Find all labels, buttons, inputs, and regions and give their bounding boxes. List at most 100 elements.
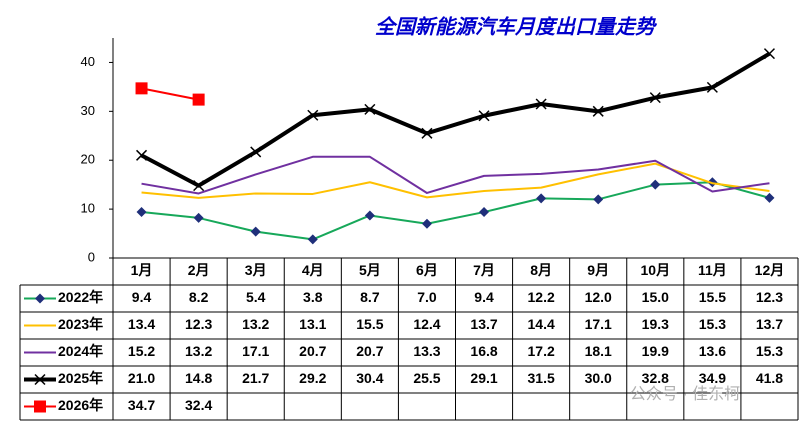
x-tick-label: 6月	[416, 262, 438, 278]
table-value: 12.0	[585, 289, 612, 305]
y-tick-label: 0	[88, 249, 95, 264]
table-value: 12.2	[528, 289, 555, 305]
point-marker	[479, 207, 490, 218]
table-value: 9.4	[132, 289, 152, 305]
x-tick-label: 12月	[755, 262, 785, 278]
table-value: 5.4	[246, 289, 266, 305]
table-value: 17.1	[242, 343, 269, 359]
point-marker	[136, 207, 147, 218]
point-marker	[250, 226, 261, 237]
table-value: 12.4	[413, 316, 440, 332]
point-marker	[192, 93, 205, 106]
table-value: 21.7	[242, 370, 269, 386]
x-tick-label: 10月	[641, 262, 671, 278]
table-value: 30.4	[356, 370, 383, 386]
legend-marker	[34, 373, 46, 386]
point-marker	[649, 92, 661, 104]
watermark: 公众号 · 佳东柯	[630, 385, 740, 403]
x-tick-label: 11月	[698, 262, 727, 278]
point-marker	[706, 81, 718, 93]
point-marker	[763, 48, 775, 60]
point-marker	[364, 103, 376, 115]
table-value: 13.6	[699, 343, 726, 359]
point-marker	[650, 179, 661, 190]
y-tick-label: 40	[81, 54, 95, 69]
y-tick-label: 30	[81, 103, 95, 118]
legend-marker	[35, 293, 45, 304]
table-value: 15.5	[699, 289, 726, 305]
series-line	[141, 155, 770, 195]
legend-label: 2023年	[58, 316, 103, 332]
table-value: 21.0	[128, 370, 155, 386]
table-value: 19.9	[642, 343, 669, 359]
x-tick-label: 2月	[188, 262, 210, 278]
table-value: 29.2	[299, 370, 326, 386]
table-value: 14.4	[528, 316, 555, 332]
table-value: 29.1	[470, 370, 497, 386]
table-value: 20.7	[356, 343, 383, 359]
table-value: 17.2	[528, 343, 555, 359]
table-value: 13.2	[242, 316, 269, 332]
x-tick-label: 5月	[359, 262, 381, 278]
point-marker	[478, 110, 490, 122]
table-value: 20.7	[299, 343, 326, 359]
table-value: 32.8	[642, 370, 669, 386]
table-value: 31.5	[528, 370, 555, 386]
table-value: 13.2	[185, 343, 212, 359]
table-value: 15.5	[356, 316, 383, 332]
y-tick-label: 20	[81, 152, 95, 167]
x-tick-label: 1月	[131, 262, 153, 278]
point-marker	[364, 210, 375, 221]
table-value: 15.3	[756, 343, 783, 359]
point-marker	[592, 105, 604, 117]
table-value: 15.2	[128, 343, 155, 359]
point-marker	[593, 194, 604, 205]
table-value: 17.1	[585, 316, 612, 332]
point-marker	[136, 149, 148, 161]
table-value: 18.1	[585, 343, 612, 359]
legend-marker	[34, 400, 46, 413]
point-marker	[193, 212, 204, 223]
point-marker	[764, 192, 775, 203]
series-line	[140, 51, 771, 188]
table-value: 34.9	[699, 370, 726, 386]
table-value: 15.0	[642, 289, 669, 305]
table-value: 30.0	[585, 370, 612, 386]
y-tick-label: 10	[81, 201, 95, 216]
table-value: 3.8	[303, 289, 323, 305]
table-value: 8.7	[360, 289, 380, 305]
table-value: 13.4	[128, 316, 155, 332]
table-value: 16.8	[470, 343, 497, 359]
x-tick-label: 7月	[473, 262, 495, 278]
table-value: 32.4	[185, 397, 212, 413]
table-value: 13.7	[756, 316, 783, 332]
table-value: 41.8	[756, 370, 783, 386]
table-value: 34.7	[128, 397, 155, 413]
point-marker	[536, 193, 547, 204]
table-value: 7.0	[417, 289, 437, 305]
legend-label: 2024年	[58, 343, 103, 359]
table-value: 14.8	[185, 370, 212, 386]
legend-label: 2025年	[58, 370, 103, 386]
point-marker	[307, 109, 319, 121]
table-value: 9.4	[474, 289, 494, 305]
point-marker	[193, 180, 205, 192]
series-line	[141, 87, 199, 101]
legend-label: 2022年	[58, 289, 103, 305]
table-value: 8.2	[189, 289, 209, 305]
table-value: 12.3	[185, 316, 212, 332]
chart-title: 全国新能源汽车月度出口量走势	[375, 15, 658, 39]
table-value: 13.1	[299, 316, 326, 332]
x-tick-label: 4月	[302, 262, 324, 278]
table-value: 25.5	[413, 370, 440, 386]
x-tick-label: 9月	[587, 262, 609, 278]
point-marker	[535, 98, 547, 110]
point-marker	[421, 218, 432, 229]
legend-label: 2026年	[58, 397, 103, 413]
table-value: 12.3	[756, 289, 783, 305]
point-marker	[250, 146, 262, 158]
series-line	[141, 181, 770, 241]
table-value: 19.3	[642, 316, 669, 332]
